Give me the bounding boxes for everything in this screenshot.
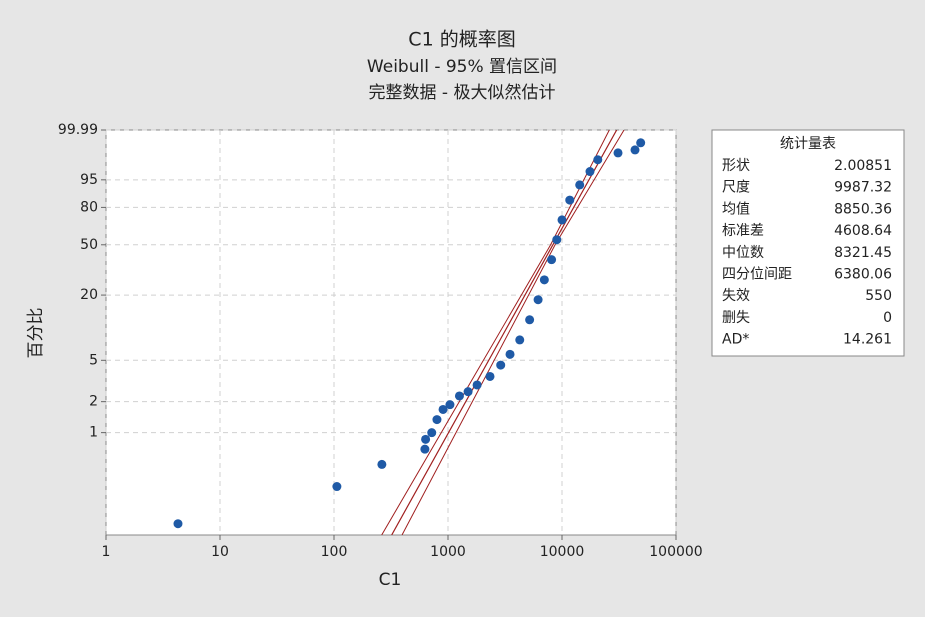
- data-point: [463, 387, 473, 397]
- y-tick-label: 5: [89, 352, 98, 368]
- data-point: [525, 315, 535, 325]
- chart-title: C1 的概率图: [408, 29, 515, 51]
- x-tick-label: 100: [321, 544, 348, 560]
- y-tick-label: 95: [80, 172, 98, 188]
- data-point: [630, 145, 640, 155]
- stats-value: 2.00851: [834, 158, 892, 174]
- data-point: [438, 404, 448, 414]
- y-tick-label: 99.99: [58, 122, 98, 138]
- y-axis-label: 百分比: [26, 308, 46, 359]
- stats-label: 标准差: [722, 223, 764, 239]
- data-point: [377, 459, 387, 469]
- data-point: [557, 215, 567, 225]
- stats-label: 失效: [722, 288, 750, 304]
- data-point: [173, 519, 183, 529]
- data-point: [496, 360, 506, 370]
- data-point: [552, 235, 562, 245]
- stats-label: 四分位间距: [722, 267, 792, 283]
- stats-label: 形状: [722, 158, 750, 174]
- stats-value: 9987.32: [834, 180, 892, 196]
- chart-subtitle: 完整数据 - 极大似然估计: [369, 83, 556, 103]
- data-point: [445, 400, 455, 410]
- stats-value: 6380.06: [834, 267, 892, 283]
- stats-title: 统计量表: [780, 136, 836, 152]
- data-point: [636, 138, 646, 148]
- ci-line: [401, 130, 625, 535]
- data-point: [539, 275, 549, 285]
- data-point: [432, 415, 442, 425]
- stats-label: 中位数: [722, 245, 764, 261]
- y-tick-label: 20: [80, 287, 98, 303]
- data-point: [505, 349, 515, 359]
- x-tick-label: 100000: [649, 544, 702, 560]
- data-point: [472, 380, 482, 390]
- plot-area: [105, 129, 677, 536]
- stats-label: 尺度: [722, 180, 750, 196]
- y-tick-label: 2: [89, 394, 98, 410]
- stats-value: 8850.36: [834, 201, 892, 217]
- data-point: [547, 255, 557, 265]
- data-point: [613, 148, 623, 158]
- data-point: [420, 444, 430, 454]
- data-point: [485, 371, 495, 381]
- x-tick-label: 10: [211, 544, 229, 560]
- x-tick-label: 1: [102, 544, 111, 560]
- y-tick-label: 1: [89, 425, 98, 441]
- y-tick-label: 50: [80, 237, 98, 253]
- data-point: [575, 180, 585, 190]
- stats-label: AD*: [722, 332, 749, 348]
- stats-value: 8321.45: [834, 245, 892, 261]
- stats-value: 0: [883, 310, 892, 326]
- data-point: [332, 482, 342, 492]
- data-point: [454, 391, 464, 401]
- stats-label: 删失: [722, 310, 750, 326]
- data-point: [565, 195, 575, 205]
- stats-value: 550: [865, 288, 892, 304]
- stats-box: [711, 129, 905, 357]
- stats-value: 14.261: [843, 332, 892, 348]
- stats-label: 均值: [722, 201, 750, 217]
- data-point: [533, 295, 543, 305]
- data-point: [515, 335, 525, 345]
- data-point: [585, 167, 595, 177]
- x-tick-label: 1000: [430, 544, 466, 560]
- data-point: [421, 434, 431, 444]
- y-tick-label: 80: [80, 199, 98, 215]
- x-tick-label: 10000: [540, 544, 585, 560]
- data-point: [593, 155, 603, 165]
- fit-line: [391, 130, 618, 535]
- x-axis-label: C1: [379, 570, 402, 590]
- stats-value: 4608.64: [834, 223, 892, 239]
- chart-subtitle: Weibull - 95% 置信区间: [367, 57, 557, 77]
- data-point: [427, 428, 437, 438]
